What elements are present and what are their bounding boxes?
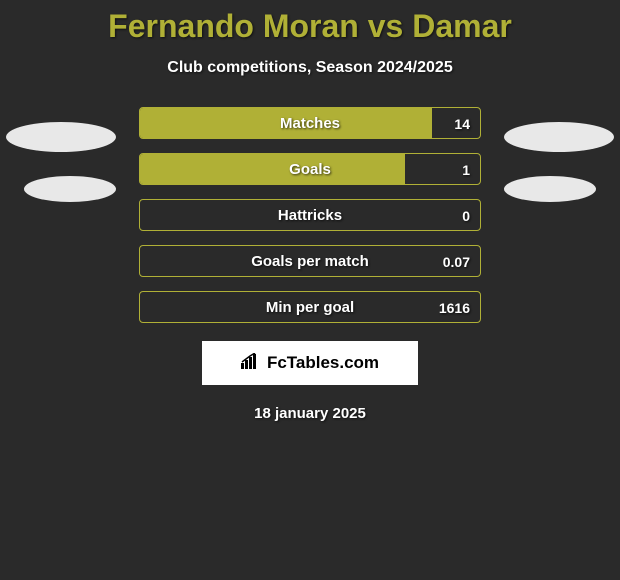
bar-value: 1616 <box>439 292 470 324</box>
bar-min-per-goal: Min per goal 1616 <box>139 291 481 323</box>
stat-row-matches: Matches 14 <box>0 107 620 139</box>
bar-matches: Matches 14 <box>139 107 481 139</box>
bar-goals-per-match: Goals per match 0.07 <box>139 245 481 277</box>
bar-label: Goals <box>140 154 480 186</box>
bar-value: 1 <box>462 154 470 186</box>
subtitle: Club competitions, Season 2024/2025 <box>0 59 620 77</box>
bar-label: Goals per match <box>140 246 480 278</box>
bar-label: Hattricks <box>140 200 480 232</box>
bar-hattricks: Hattricks 0 <box>139 199 481 231</box>
page-title: Fernando Moran vs Damar <box>0 0 620 45</box>
stat-row-min-per-goal: Min per goal 1616 <box>0 291 620 323</box>
stats-bars: Matches 14 Goals 1 Hattricks 0 Goals per… <box>0 107 620 323</box>
stat-row-goals-per-match: Goals per match 0.07 <box>0 245 620 277</box>
brand-box: FcTables.com <box>202 341 418 385</box>
brand-text: FcTables.com <box>267 353 379 373</box>
bar-goals: Goals 1 <box>139 153 481 185</box>
chart-icon <box>241 353 261 374</box>
bar-value: 0 <box>462 200 470 232</box>
stat-row-hattricks: Hattricks 0 <box>0 199 620 231</box>
bar-label: Matches <box>140 108 480 140</box>
bar-value: 14 <box>454 108 470 140</box>
stat-row-goals: Goals 1 <box>0 153 620 185</box>
date-text: 18 january 2025 <box>0 405 620 422</box>
bar-label: Min per goal <box>140 292 480 324</box>
bar-value: 0.07 <box>443 246 470 278</box>
